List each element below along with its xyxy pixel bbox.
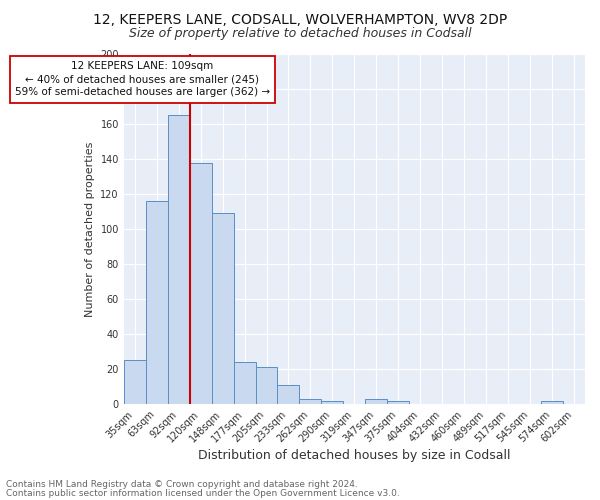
Text: 12 KEEPERS LANE: 109sqm
← 40% of detached houses are smaller (245)
59% of semi-d: 12 KEEPERS LANE: 109sqm ← 40% of detache… [15, 61, 270, 98]
Bar [124, 360, 146, 404]
Text: Size of property relative to detached houses in Codsall: Size of property relative to detached ho… [128, 28, 472, 40]
Y-axis label: Number of detached properties: Number of detached properties [85, 142, 95, 317]
Bar [541, 400, 563, 404]
Bar [388, 400, 409, 404]
Text: 12, KEEPERS LANE, CODSALL, WOLVERHAMPTON, WV8 2DP: 12, KEEPERS LANE, CODSALL, WOLVERHAMPTON… [93, 12, 507, 26]
Text: Contains HM Land Registry data © Crown copyright and database right 2024.: Contains HM Land Registry data © Crown c… [6, 480, 358, 489]
Bar [167, 116, 190, 404]
Bar [299, 399, 322, 404]
Bar [256, 368, 277, 404]
Bar [233, 362, 256, 404]
Bar [365, 399, 388, 404]
Bar [322, 400, 343, 404]
Text: Contains public sector information licensed under the Open Government Licence v3: Contains public sector information licen… [6, 488, 400, 498]
Bar [190, 162, 212, 404]
Bar [277, 385, 299, 404]
X-axis label: Distribution of detached houses by size in Codsall: Distribution of detached houses by size … [198, 450, 511, 462]
Bar [212, 214, 233, 404]
Bar [146, 201, 167, 404]
